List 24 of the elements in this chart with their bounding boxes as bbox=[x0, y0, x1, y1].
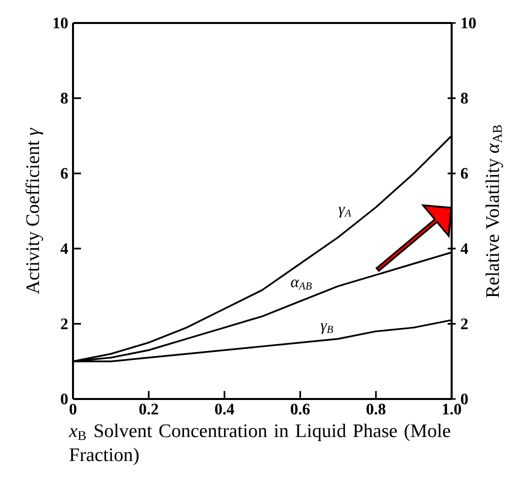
y-tick-label: 4 bbox=[60, 243, 68, 254]
y2-tick-label: 4 bbox=[460, 243, 468, 254]
y2-tick-label: 0 bbox=[460, 394, 468, 404]
x-tick-label: 0.6 bbox=[290, 404, 310, 415]
x-tick-label: 0.8 bbox=[366, 404, 386, 415]
y-tick-label: 0 bbox=[60, 394, 68, 404]
x-tick-label: 0 bbox=[70, 404, 76, 414]
y-tick-label: 10 bbox=[54, 18, 68, 28]
y-tick-label: 2 bbox=[60, 318, 68, 330]
x-axis-title: x$_{B}$ Solvent Concentration in Liquid Phase (Mole Fraction) bbox=[68, 424, 450, 466]
y-tick-label: 8 bbox=[60, 92, 68, 104]
y-tick-label: 6 bbox=[60, 168, 68, 179]
x-tick-label: 0.2 bbox=[139, 404, 158, 415]
y2-tick-label: 10 bbox=[462, 18, 476, 28]
x-tick-label: 1.0 bbox=[442, 404, 462, 415]
y-axis-title: Activity Coefficient γ bbox=[25, 128, 44, 294]
y2-axis-title: Relative Volatility α$_{AB}$ bbox=[486, 125, 503, 298]
series-label: γ$_{A}$ bbox=[338, 206, 352, 218]
y2-tick-label: 2 bbox=[461, 318, 468, 330]
series-label: γ$_{B}$ bbox=[320, 323, 334, 334]
series-label: α$_{AB}$ bbox=[290, 280, 312, 290]
y2-tick-label: 8 bbox=[460, 92, 468, 104]
x-tick-label: 0.4 bbox=[215, 404, 234, 415]
y2-tick-label: 6 bbox=[460, 168, 468, 179]
